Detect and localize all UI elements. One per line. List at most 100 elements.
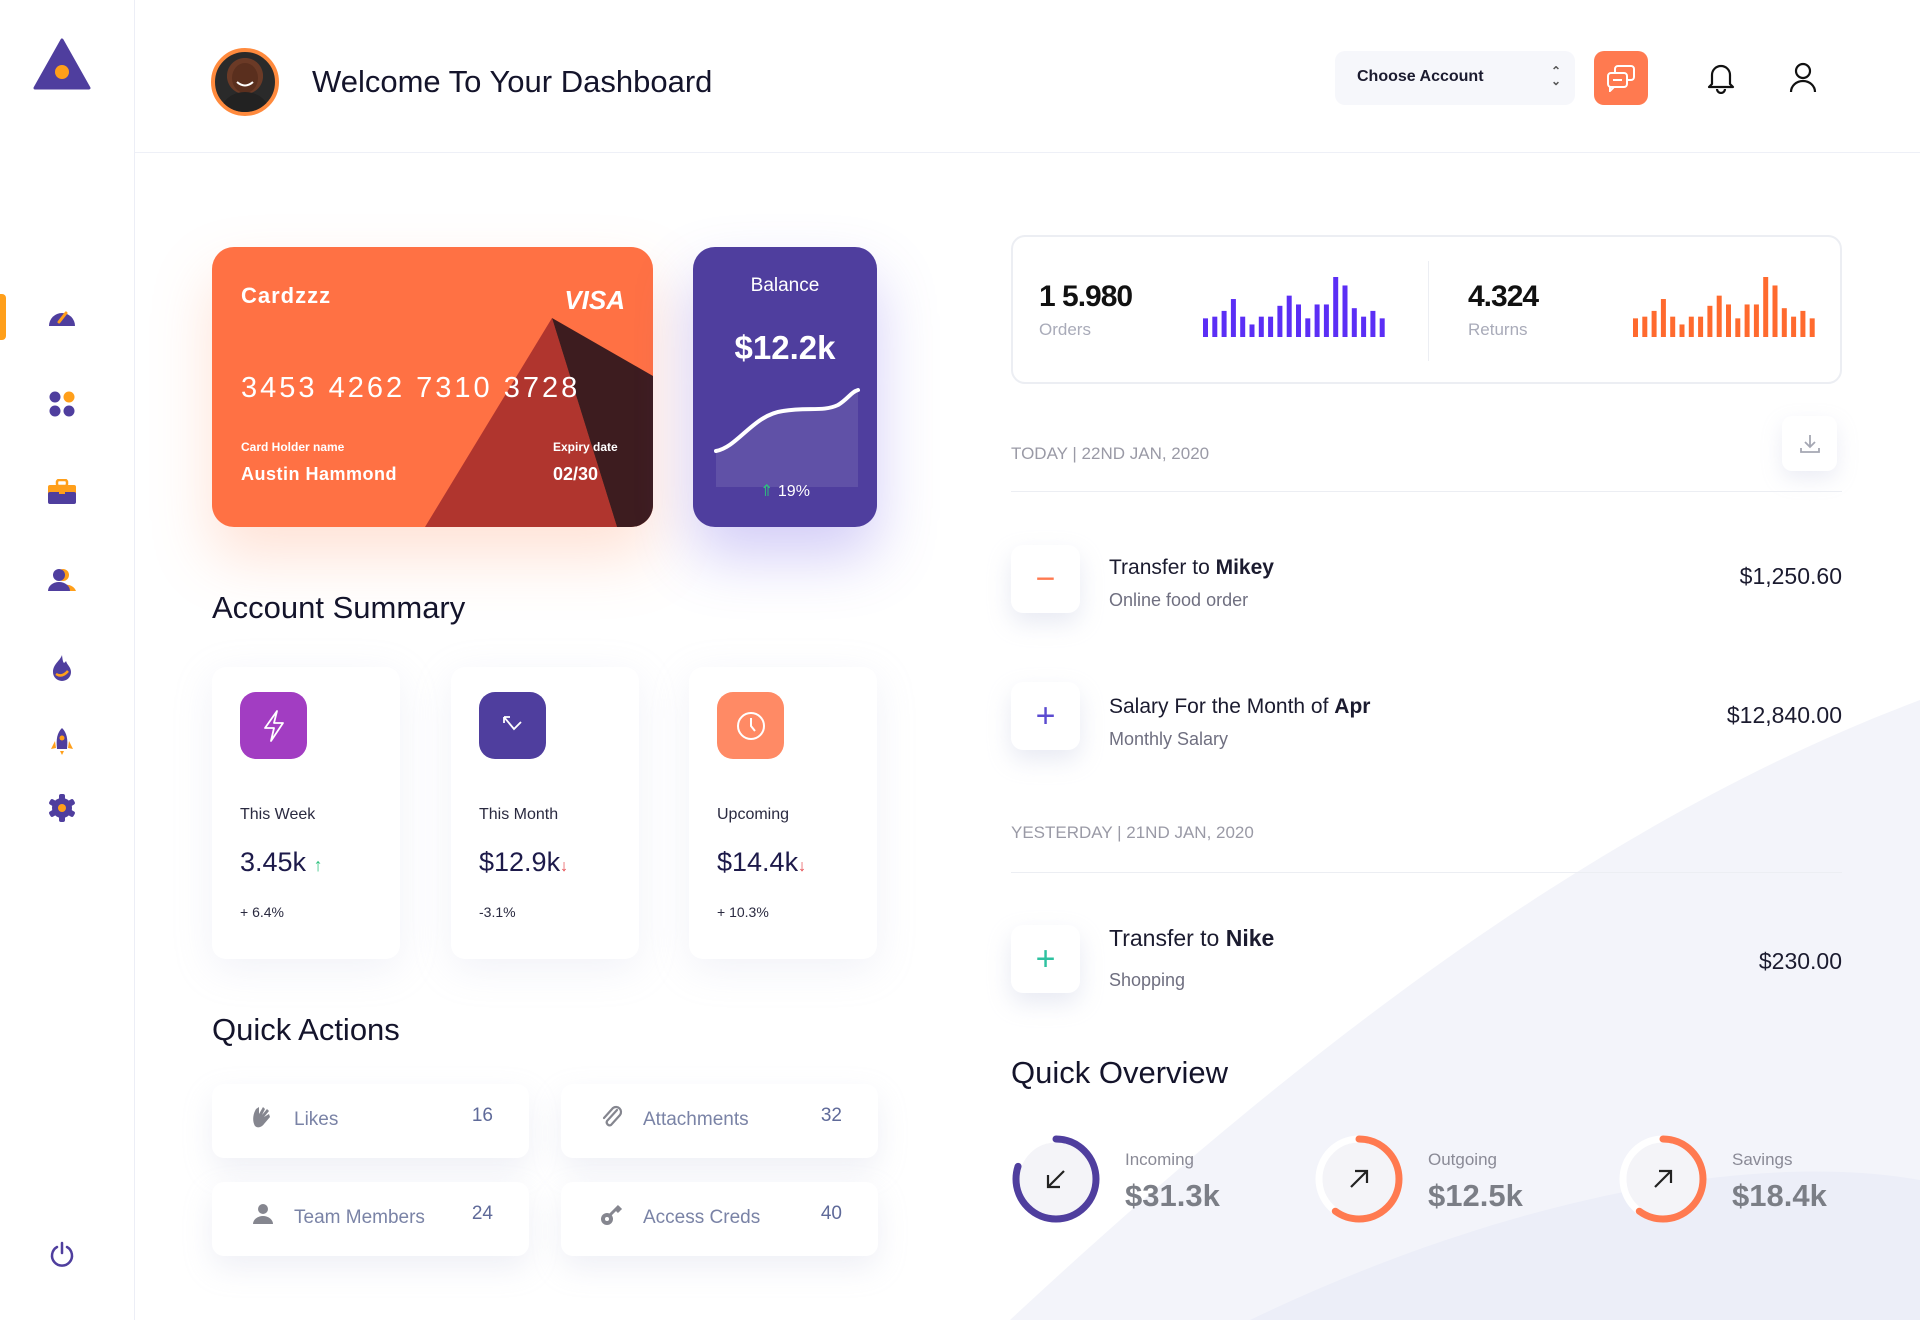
key-icon <box>601 1204 623 1225</box>
summary-card-this-month[interactable]: This Month $12.9k↓ -3.1% <box>451 667 639 959</box>
balance-card[interactable]: Balance $12.2k ⇑ 19% <box>693 247 877 527</box>
progress-arc <box>1619 1135 1707 1223</box>
bar <box>1333 277 1339 337</box>
quick-action-count: 16 <box>471 1105 493 1126</box>
user-photo <box>221 63 269 112</box>
overview-label: Outgoing <box>1428 1150 1497 1169</box>
yesterday-label: YESTERDAY | 21ND JAN, 2020 <box>1011 823 1254 842</box>
orders-value: 1 5.980 <box>1039 280 1133 313</box>
credit-card[interactable]: Cardzzz VISA 3453 4262 7310 3728 Card Ho… <box>212 247 653 527</box>
person-icon <box>253 1204 273 1224</box>
transaction-amount: $12,840.00 <box>1726 702 1842 728</box>
bell-icon[interactable] <box>1706 62 1736 94</box>
balance-change-value: 19% <box>777 483 810 500</box>
sidebar-item-portfolio[interactable] <box>44 474 80 510</box>
summary-label: Upcoming <box>717 806 790 823</box>
today-label: TODAY | 22ND JAN, 2020 <box>1011 444 1210 463</box>
trend-down-icon: ↓ <box>560 858 569 875</box>
account-select[interactable]: Choose Account ⌃ ⌄ <box>1335 51 1575 105</box>
logout-button[interactable] <box>44 1236 80 1272</box>
avatar[interactable] <box>211 48 279 116</box>
sidebar-item-users[interactable] <box>44 562 80 598</box>
overview-label: Incoming <box>1125 1150 1194 1169</box>
summary-value: $12.9k↓ <box>479 847 569 877</box>
header <box>135 0 1920 153</box>
bar <box>1221 310 1227 337</box>
card-holder-label: Card Holder name <box>241 440 345 454</box>
bar <box>1230 299 1236 337</box>
summary-card-upcoming[interactable]: Upcoming $14.4k↓ + 10.3% <box>689 667 877 959</box>
chat-icon <box>1607 65 1635 92</box>
users-icon <box>48 569 76 591</box>
summary-value: 3.45k ↑ <box>240 847 323 877</box>
overview-ring-savings <box>1619 1135 1707 1223</box>
quick-action-likes[interactable]: Likes 16 <box>212 1084 529 1158</box>
bar <box>1296 304 1301 337</box>
quick-action-access-creds[interactable]: Access Creds 40 <box>561 1182 878 1256</box>
sidebar-item-dashboard[interactable] <box>44 298 80 334</box>
sidebar-item-settings[interactable] <box>44 790 80 826</box>
bar <box>1314 304 1320 337</box>
summary-card-this-week[interactable]: This Week 3.45k ↑ + 6.4% <box>212 667 400 959</box>
active-indicator <box>0 294 6 340</box>
clap-icon <box>253 1107 270 1128</box>
bar <box>1370 310 1376 337</box>
transaction-subtitle: Online food order <box>1109 590 1249 610</box>
user-icon[interactable] <box>1789 62 1817 94</box>
progress-arc <box>1315 1135 1403 1223</box>
stats-divider <box>1428 261 1429 361</box>
messages-button[interactable] <box>1594 51 1648 105</box>
transaction-amount: $1,250.60 <box>1739 563 1842 589</box>
bar <box>1323 304 1329 337</box>
bar <box>1258 316 1264 337</box>
arrows-icon <box>479 692 546 759</box>
plus-icon: + <box>1011 925 1080 993</box>
bar <box>1268 316 1274 337</box>
bar <box>1744 304 1750 337</box>
bar <box>1361 316 1367 337</box>
card-brand: Cardzzz <box>241 283 332 308</box>
fire-icon <box>53 655 71 681</box>
balance-value: $12.2k <box>734 329 836 366</box>
download-button[interactable] <box>1782 416 1837 471</box>
chevron-updown-icon: ⌃ ⌄ <box>1550 64 1561 88</box>
transaction-title[interactable]: Transfer to Mikey <box>1109 556 1274 579</box>
clock-icon <box>717 692 784 759</box>
quick-overview-title: Quick Overview <box>1011 1055 1229 1090</box>
quick-action-attachments[interactable]: Attachments 32 <box>561 1084 878 1158</box>
orders-bar-chart <box>1203 277 1385 337</box>
divider <box>1011 872 1842 873</box>
overview-value: $31.3k <box>1125 1178 1220 1213</box>
transaction-title[interactable]: Transfer to Nike <box>1109 925 1275 951</box>
expiry-date: 02/30 <box>553 464 599 484</box>
sidebar-item-launch[interactable] <box>44 724 80 760</box>
stats-panel: 1 5.980 Orders 4.324 Returns <box>1011 235 1842 384</box>
bar <box>1688 316 1694 337</box>
summary-change: + 10.3% <box>717 904 769 920</box>
overview-value: $12.5k <box>1428 1178 1523 1213</box>
transaction-title[interactable]: Salary For the Month of Apr <box>1109 695 1371 718</box>
minus-icon: − <box>1011 545 1080 613</box>
returns-label: Returns <box>1468 320 1528 339</box>
quick-action-count: 32 <box>820 1105 842 1126</box>
summary-label: This Month <box>479 806 559 823</box>
sidebar-item-trending[interactable] <box>44 650 80 686</box>
overview-ring-incoming <box>1012 1135 1100 1223</box>
sidebar-item-apps[interactable] <box>44 386 80 422</box>
bar <box>1781 308 1787 337</box>
quick-action-label: Access Creds <box>643 1207 761 1228</box>
logo-icon[interactable] <box>33 38 91 90</box>
orders-label: Orders <box>1039 320 1091 339</box>
page-title: Welcome To Your Dashboard <box>312 64 713 99</box>
bar <box>1642 316 1648 337</box>
bar <box>1735 318 1741 337</box>
quick-actions-title: Quick Actions <box>212 1012 400 1047</box>
quick-action-team-members[interactable]: Team Members 24 <box>212 1182 529 1256</box>
download-icon <box>1799 434 1820 453</box>
returns-value: 4.324 <box>1468 280 1539 313</box>
bar <box>1726 304 1731 337</box>
summary-change: + 6.4% <box>240 904 284 920</box>
bar <box>1707 305 1713 337</box>
power-icon <box>50 1241 74 1267</box>
quick-action-label: Attachments <box>643 1109 749 1130</box>
